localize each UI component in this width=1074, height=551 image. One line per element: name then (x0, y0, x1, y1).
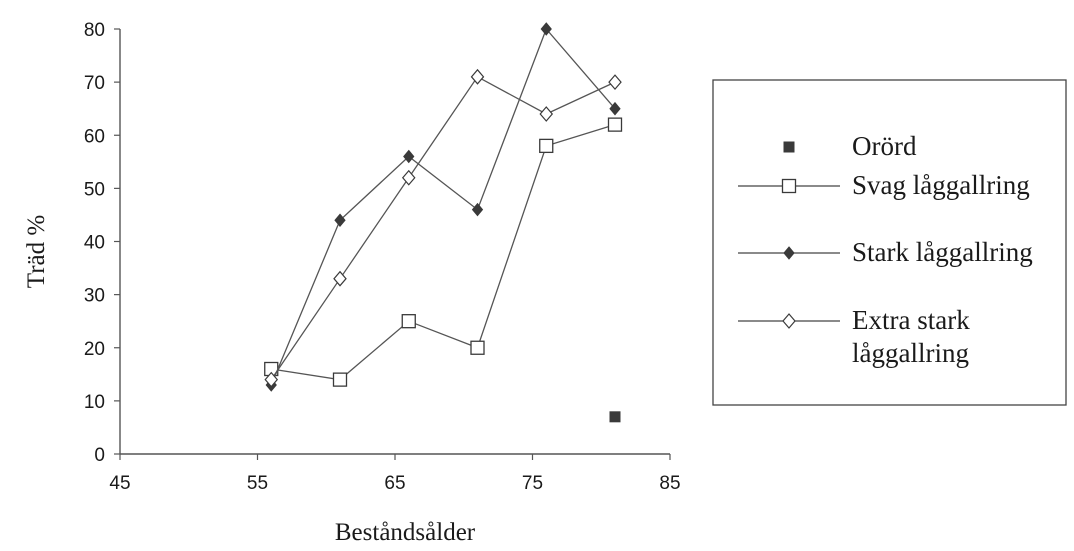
data-point (539, 138, 554, 154)
y-tick-label: 0 (94, 445, 105, 466)
data-point (608, 74, 622, 91)
y-tick-label: 20 (84, 339, 105, 360)
y-tick-label: 30 (84, 286, 105, 307)
data-point (539, 106, 554, 122)
data-point (471, 202, 484, 217)
legend-marker (782, 313, 796, 329)
series-line (270, 75, 616, 380)
x-axis-title: Beståndsålder (335, 519, 476, 546)
data-point (333, 270, 347, 287)
legend-box (712, 79, 1067, 406)
series-0 (609, 411, 621, 423)
y-tick-label: 10 (84, 392, 105, 413)
data-point (609, 101, 621, 116)
y-tick-label: 60 (84, 126, 105, 147)
series-2 (265, 22, 621, 392)
legend-item-1: Svag låggallring (738, 170, 1030, 200)
data-point (470, 340, 485, 355)
data-point (470, 68, 485, 85)
x-tick-label: 85 (659, 473, 680, 494)
legend-label: Stark låggallring (852, 237, 1033, 267)
y-tick-label: 80 (84, 20, 105, 41)
legend: Orörd Svag låggallring Stark låggallring Ex… (712, 79, 1067, 406)
y-tick-label: 50 (84, 179, 105, 200)
x-tick-label: 75 (522, 473, 543, 494)
legend-label: Extra stark låggallring (852, 305, 970, 368)
legend-marker (783, 141, 795, 153)
series-layer (264, 22, 623, 423)
legend-label-line: Orörd (852, 131, 917, 161)
series-1 (264, 117, 623, 387)
legend-label-line: Stark låggallring (852, 237, 1033, 267)
legend-item-3: Extra stark låggallring (738, 305, 970, 368)
series-3 (264, 68, 622, 388)
legend-label: Orörd (852, 131, 917, 161)
legend-label-line: Extra stark (852, 305, 970, 335)
data-point (609, 411, 621, 423)
y-tick-label: 70 (84, 73, 105, 94)
y-axis-title: Träd % (23, 215, 50, 288)
legend-label-line: låggallring (852, 338, 969, 368)
legend-item-0: Orörd (783, 131, 917, 161)
data-point (540, 22, 552, 36)
legend-item-2: Stark låggallring (738, 237, 1033, 267)
x-tick-label: 45 (109, 473, 130, 494)
legend-label: Svag låggallring (852, 170, 1030, 200)
x-tick-label: 55 (247, 473, 268, 494)
series-line (270, 27, 616, 386)
data-point (264, 371, 279, 388)
x-tick-label: 65 (384, 473, 405, 494)
data-point (401, 169, 416, 186)
y-tick-label: 40 (84, 233, 105, 254)
legend-label-line: Svag låggallring (852, 170, 1030, 200)
data-point (403, 149, 415, 164)
data-point (334, 213, 346, 228)
series-line (271, 124, 616, 381)
legend-marker (783, 246, 795, 260)
legend-marker (781, 178, 797, 194)
data-point (607, 117, 623, 132)
axes: 0 10 20 30 40 50 60 70 80 45 55 65 75 85 Träd % Bestånd… (23, 20, 681, 546)
data-point (401, 314, 416, 329)
data-point (332, 372, 348, 387)
